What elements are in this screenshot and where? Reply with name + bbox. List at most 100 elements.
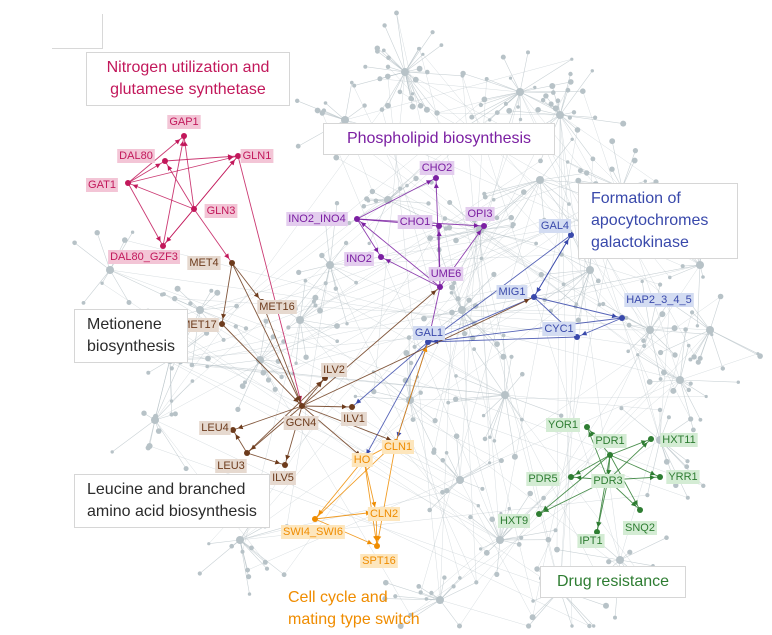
- background-edge: [240, 540, 250, 594]
- background-node: [626, 350, 630, 354]
- background-node: [526, 623, 531, 628]
- background-node: [530, 614, 536, 620]
- background-node: [672, 352, 677, 357]
- background-node: [265, 567, 269, 571]
- edge-arrow: [371, 502, 376, 507]
- node-label-hap2_3_4_5: HAP2_3_4_5: [624, 293, 694, 307]
- background-node: [658, 283, 662, 287]
- background-node: [261, 370, 267, 376]
- background-node: [687, 344, 691, 348]
- background-node: [568, 116, 572, 120]
- background-edge: [75, 243, 110, 270]
- background-node: [447, 200, 452, 205]
- background-node: [609, 138, 615, 144]
- node-label-text: OPI3: [467, 208, 492, 220]
- background-node: [570, 624, 573, 627]
- background-node: [410, 97, 414, 101]
- node-cho1: [436, 223, 442, 229]
- background-edge: [710, 297, 721, 331]
- background-node: [508, 507, 511, 510]
- background-node: [627, 550, 632, 555]
- background-node: [421, 316, 427, 322]
- background-node: [488, 118, 491, 121]
- node-gat1: [125, 180, 131, 186]
- node-label-text: PDR5: [528, 473, 557, 485]
- background-node: [324, 101, 328, 105]
- background-node: [538, 159, 543, 164]
- background-edge: [505, 374, 522, 395]
- background-node: [411, 417, 416, 422]
- background-node: [696, 360, 701, 365]
- background-node: [452, 584, 456, 588]
- background-node: [362, 103, 366, 107]
- background-edge: [620, 560, 653, 566]
- background-hub: [586, 266, 594, 274]
- background-node: [541, 98, 545, 102]
- background-node: [664, 535, 669, 540]
- group-label-metionene: Metionene biosynthesis: [74, 309, 188, 363]
- background-hub: [536, 176, 544, 184]
- background-node: [209, 289, 213, 293]
- background-node: [603, 603, 609, 609]
- background-node: [333, 155, 339, 161]
- background-node: [249, 546, 254, 551]
- background-edge: [440, 600, 529, 626]
- background-node: [482, 192, 486, 196]
- background-node: [488, 461, 491, 464]
- background-node: [613, 616, 617, 620]
- background-node: [170, 412, 174, 416]
- background-hub: [706, 326, 714, 334]
- background-node: [482, 97, 488, 103]
- background-node: [472, 347, 476, 351]
- background-node: [241, 550, 245, 554]
- node-label-gln1: GLN1: [241, 149, 274, 163]
- node-label-yor1: YOR1: [546, 418, 580, 432]
- background-node: [370, 189, 375, 194]
- node-ume6: [437, 284, 443, 290]
- background-hub: [516, 88, 524, 96]
- background-node: [304, 279, 308, 283]
- group-label-line: galactokinase: [591, 232, 725, 254]
- node-label-leu3: LEU3: [215, 459, 247, 473]
- background-node: [541, 496, 546, 501]
- background-edge: [236, 326, 260, 360]
- node-label-yrr1: YRR1: [666, 470, 699, 484]
- background-node: [757, 353, 763, 359]
- background-node: [520, 418, 524, 422]
- background-node: [457, 624, 462, 629]
- node-label-text: SWI4_SWI6: [283, 526, 343, 538]
- background-node: [449, 310, 455, 316]
- background-node: [690, 310, 694, 314]
- background-hub: [501, 391, 509, 399]
- background-node: [572, 110, 576, 114]
- background-node: [531, 599, 535, 603]
- background-node: [421, 53, 424, 56]
- background-edge: [155, 362, 181, 420]
- edge-gat1-dal80_gzf3: [128, 183, 163, 246]
- node-label-text: HXT9: [500, 515, 528, 527]
- node-met4: [229, 260, 235, 266]
- node-label-opi3: OPI3: [466, 207, 495, 221]
- node-label-gal4: GAL4: [539, 219, 571, 233]
- background-node: [444, 488, 449, 493]
- background-edge: [97, 233, 110, 270]
- background-node: [146, 371, 150, 375]
- node-label-text: GAL1: [415, 327, 443, 339]
- background-node: [413, 77, 419, 83]
- background-edge: [560, 304, 576, 590]
- background-node: [434, 110, 439, 115]
- group-label-cytochromes: Formation of apocytochromes galactokinas…: [578, 183, 738, 259]
- background-edge: [397, 13, 406, 72]
- background-node: [407, 335, 412, 340]
- background-node: [441, 458, 446, 463]
- background-node: [245, 568, 250, 573]
- background-node: [446, 401, 450, 405]
- background-edge: [513, 180, 540, 224]
- node-label-text: CLN1: [384, 441, 412, 453]
- background-node: [282, 572, 287, 577]
- background-hub: [646, 326, 654, 334]
- background-node: [636, 353, 639, 356]
- node-label-text: HO: [354, 454, 371, 466]
- background-node: [266, 377, 271, 382]
- background-node: [454, 433, 460, 439]
